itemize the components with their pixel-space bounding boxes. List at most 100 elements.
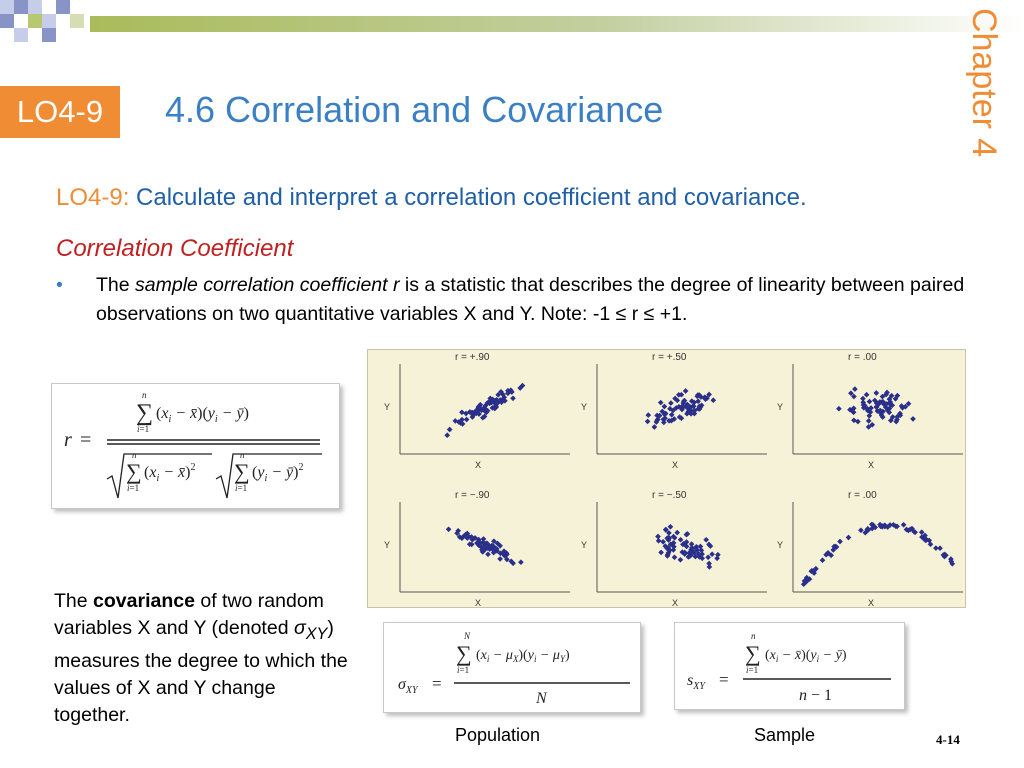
svg-text:=: = (432, 674, 442, 693)
svg-text:i=1: i=1 (235, 483, 247, 493)
svg-text:i=1: i=1 (127, 483, 139, 493)
scatter-point (675, 391, 682, 398)
scatter-point (659, 408, 666, 415)
svg-text:(yi − ȳ)2: (yi − ȳ)2 (252, 462, 303, 484)
x-axis-label: X (475, 598, 481, 607)
scatter-point (889, 414, 896, 420)
scatter-point (667, 523, 674, 530)
scatter-point (887, 399, 894, 405)
svg-text:(xi − x̄)2: (xi − x̄)2 (144, 462, 195, 484)
y-axis-label: Y (777, 540, 783, 550)
scatter-point (922, 532, 928, 539)
bullet-post: is a statistic that describes the degree… (96, 274, 965, 325)
objective-text: Calculate and interpret a correlation co… (129, 184, 807, 211)
bullet-dot: • (56, 274, 63, 296)
scatter-point (695, 551, 702, 557)
scatter-point (445, 526, 452, 533)
scatter-label: r = .00 (848, 490, 877, 501)
lo-badge: LO4-9 (0, 86, 120, 138)
scatter-point (480, 536, 487, 542)
scatter-point (684, 401, 691, 408)
x-axis-label: X (868, 460, 874, 470)
scatter-point (682, 388, 689, 394)
scatter-point (698, 547, 705, 554)
svg-text:i=1: i=1 (137, 424, 149, 434)
scatter-point (460, 533, 467, 540)
cov-symbol: σ (293, 617, 306, 639)
scatter-point (489, 542, 495, 549)
svg-text:σXY: σXY (398, 676, 419, 696)
scatter-point (677, 556, 684, 563)
y-axis-label: Y (777, 402, 783, 412)
scatter-point (863, 391, 870, 398)
sample-covariance-formula: sXY = n ∑ i=1 (xi − x̄)(yi − ȳ) n − 1 (674, 622, 905, 710)
scatter-point (497, 556, 503, 562)
scatter-point (892, 395, 899, 402)
scatter-point (886, 409, 893, 416)
svg-text:∑: ∑ (745, 641, 761, 666)
scatter-point (937, 545, 943, 552)
scatter-point (681, 549, 688, 556)
scatter-point (900, 521, 907, 528)
scatter-point (868, 405, 874, 411)
scatter-point (894, 413, 901, 420)
scatter-point (898, 403, 905, 409)
scatter-point (444, 432, 451, 439)
scatter-point (660, 416, 667, 423)
scatter-point (653, 419, 660, 425)
caption-sample: Sample (754, 725, 816, 745)
svg-text:(xi − x̄)(yi − ȳ): (xi − x̄)(yi − ȳ) (765, 648, 847, 664)
svg-text:n: n (240, 450, 245, 460)
scatter-point (851, 417, 857, 424)
scatter-point (825, 550, 831, 557)
scatter-point (830, 547, 837, 553)
scatter-point (836, 405, 842, 412)
scatter-point (864, 407, 871, 414)
scatter-point (707, 543, 714, 549)
scatter-point (674, 397, 681, 404)
scatter-point (933, 545, 939, 551)
svg-text:∑: ∑ (456, 641, 472, 666)
scatter-point (684, 410, 690, 417)
scatter-point (852, 386, 858, 392)
svg-text:Chapter 4: Chapter 4 (965, 8, 1003, 157)
scatter-point (446, 426, 453, 433)
lo-badge-text: LO4-9 (16, 94, 104, 129)
x-axis-label: X (672, 460, 678, 470)
scatter-point (662, 526, 669, 533)
scatter-plot-4: r = −.90 Y X (384, 490, 570, 608)
scatter-point (661, 403, 668, 410)
scatter-point (692, 553, 699, 560)
svg-text:n: n (142, 390, 147, 400)
scatter-point (452, 418, 459, 424)
x-axis-label: X (475, 460, 481, 470)
scatter-point (655, 533, 661, 540)
page-number: 4-14 (936, 732, 960, 747)
bullet-pre: The (96, 274, 136, 296)
scatter-point (910, 416, 916, 422)
scatter-point (912, 529, 918, 536)
scatter-point (705, 554, 711, 561)
cov-post-a: of two random variables X and Y (denoted (54, 590, 324, 639)
scatter-point (479, 414, 486, 421)
scatter-point (679, 406, 685, 413)
covariance-description: The covariance of two random variables X… (54, 588, 354, 729)
scatter-point (897, 410, 903, 417)
scatter-point (868, 521, 875, 528)
scatter-point (866, 398, 873, 405)
scatter-point (909, 525, 915, 532)
scatter-point (845, 534, 852, 541)
y-axis-label: Y (384, 540, 390, 550)
scatter-plot-2: r = +.50 Y X (581, 352, 767, 470)
scatter-point (508, 558, 515, 565)
scatter-point (651, 424, 658, 430)
scatter-point (483, 543, 490, 550)
scatter-point (865, 418, 872, 424)
scatter-point (464, 530, 471, 537)
scatter-point (948, 558, 955, 565)
scatter-point (677, 536, 684, 543)
scatter-point (495, 391, 502, 398)
cov-subscript: XY (305, 624, 328, 643)
scatter-point (864, 525, 871, 532)
